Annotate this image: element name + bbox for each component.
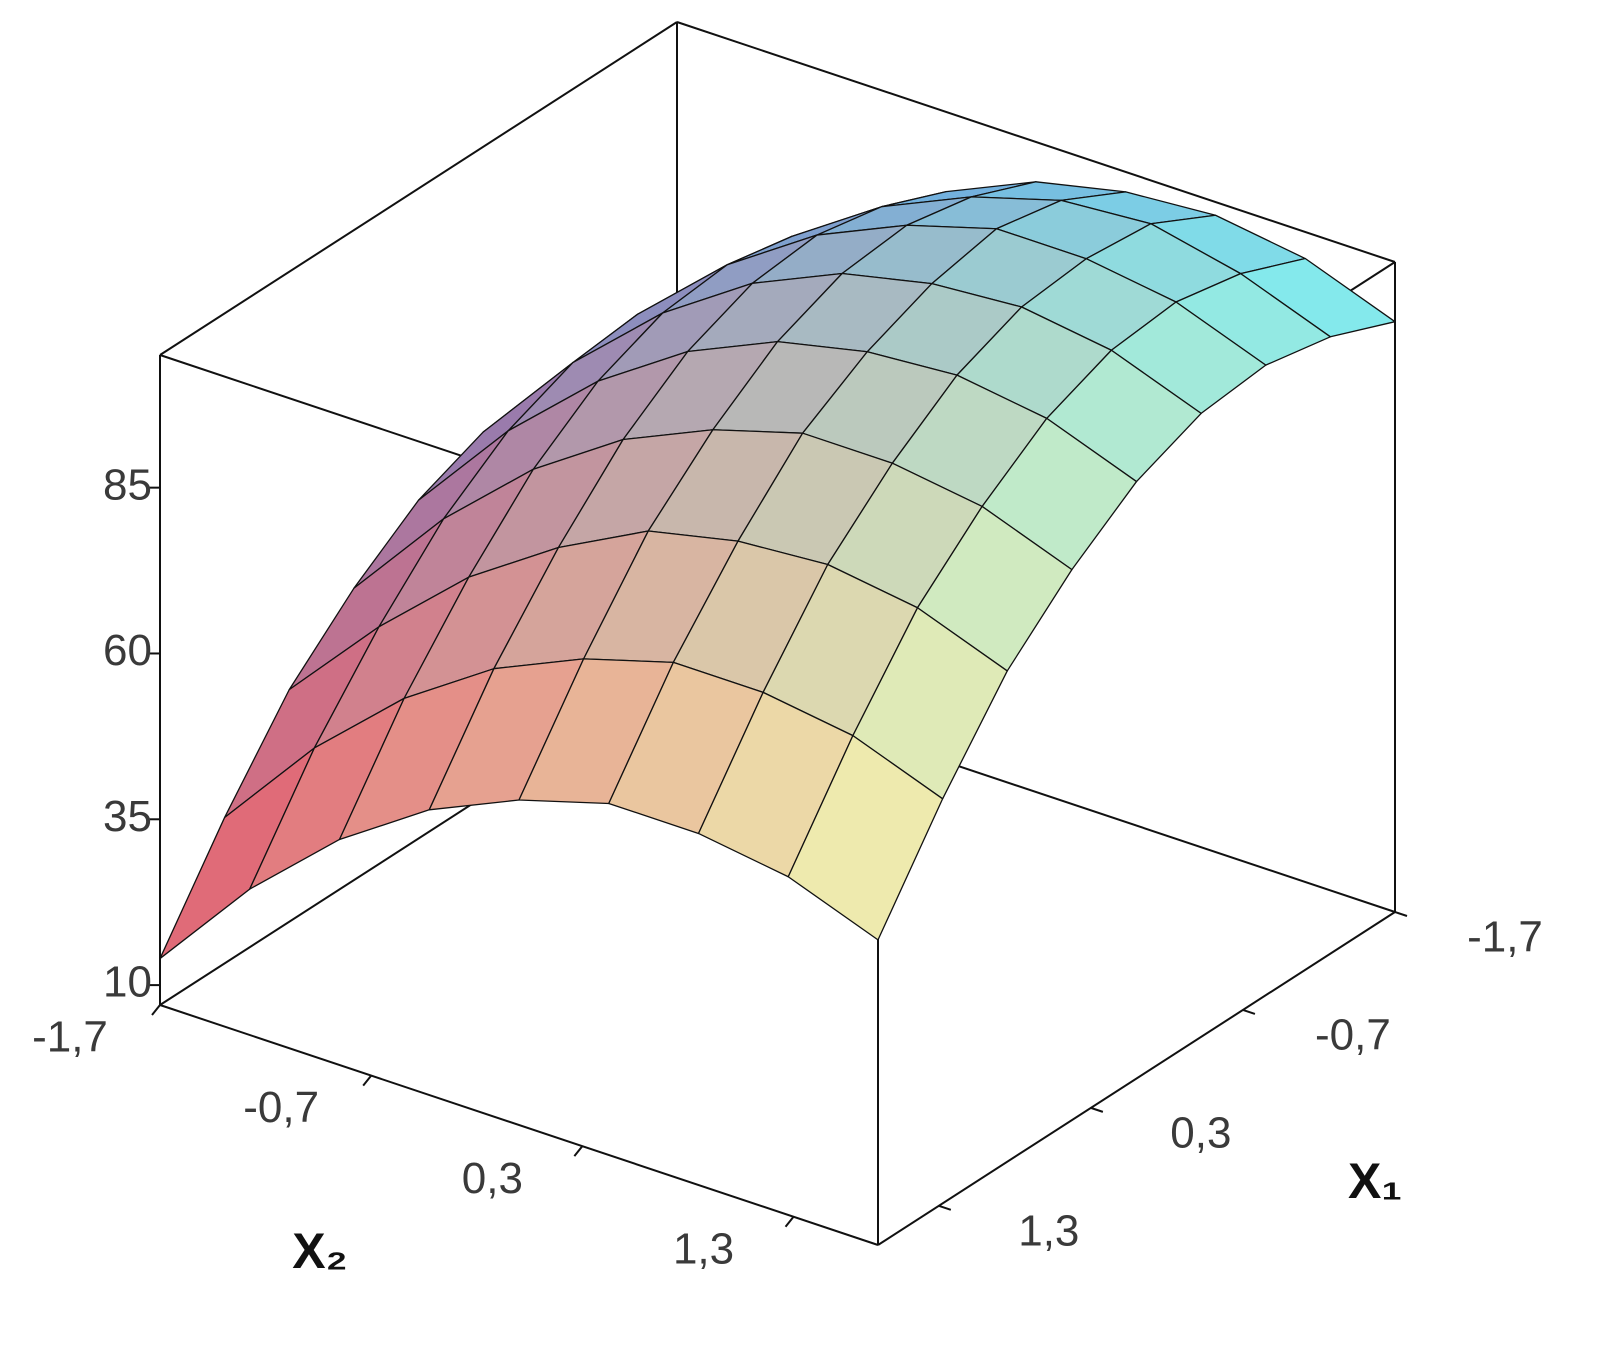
box-edge — [159, 21, 678, 356]
x1-axis-label: X₁ — [1348, 1153, 1402, 1209]
box-edge — [877, 911, 1396, 1246]
x1-tick — [1394, 911, 1408, 917]
x1-tick-label: -0,7 — [1315, 1011, 1391, 1060]
surface-patch — [787, 734, 944, 941]
x2-axis-label: X₂ — [292, 1223, 348, 1279]
x2-tick — [784, 1216, 795, 1228]
x1-tick — [1090, 1106, 1104, 1113]
x1-tick — [1242, 1008, 1256, 1015]
z-tick-label: 60 — [103, 626, 152, 675]
x2-tick-label: 0,3 — [462, 1154, 523, 1203]
x2-tick — [151, 1004, 161, 1016]
x1-tick-label: 0,3 — [1170, 1109, 1231, 1158]
x1-tick-label: 1,3 — [1018, 1206, 1079, 1255]
x2-tick-label: -1,7 — [32, 1013, 108, 1062]
z-tick-label: 35 — [103, 792, 152, 841]
box-edge — [676, 21, 1396, 263]
box-edge — [159, 1004, 879, 1246]
x2-tick-label: 1,3 — [673, 1224, 734, 1273]
x1-tick-label: -1,7 — [1467, 913, 1543, 962]
x2-tick-label: -0,7 — [243, 1083, 319, 1132]
x2-tick — [573, 1145, 584, 1157]
z-tick-label: 10 — [103, 958, 152, 1007]
z-tick-label: 85 — [103, 460, 152, 509]
x1-tick — [938, 1204, 952, 1211]
x2-tick — [362, 1074, 372, 1087]
